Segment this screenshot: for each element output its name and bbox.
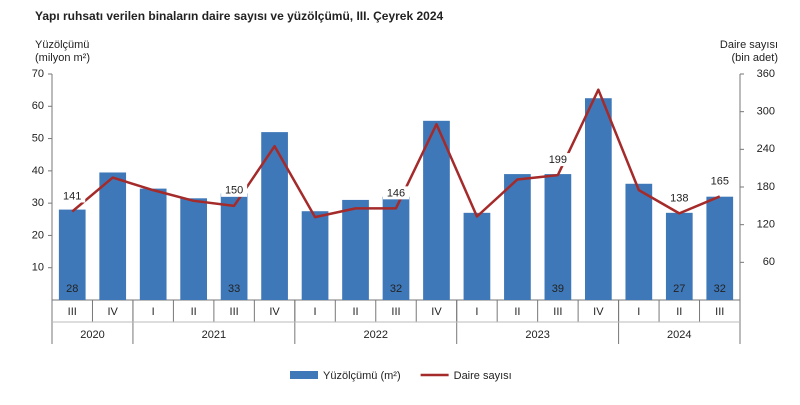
bar xyxy=(584,98,612,300)
y2-tick-label: 240 xyxy=(757,143,775,155)
x-group-label: 2021 xyxy=(202,329,226,341)
x-tick-label: I xyxy=(314,306,317,318)
x-tick-label: III xyxy=(715,306,724,318)
y2-tick-label: 300 xyxy=(757,106,775,118)
y2-tick-label: 120 xyxy=(757,219,775,231)
x-tick-label: II xyxy=(191,306,197,318)
bar xyxy=(342,199,369,300)
y-tick-label: 10 xyxy=(32,262,44,274)
legend-label: Yüzölçümü (m²) xyxy=(323,370,401,382)
x-tick-label: II xyxy=(676,306,682,318)
y2-tick-label: 360 xyxy=(757,68,775,80)
x-tick-label: IV xyxy=(269,306,280,318)
y-tick-label: 30 xyxy=(32,197,44,209)
label-bg xyxy=(544,153,571,167)
line-value-label: 138 xyxy=(670,192,688,204)
x-tick-label: III xyxy=(68,306,77,318)
label-bg xyxy=(383,186,409,200)
bar xyxy=(180,198,208,300)
y-tick-label: 40 xyxy=(32,165,44,177)
legend-label: Daire sayısı xyxy=(454,370,512,382)
x-tick-label: I xyxy=(152,306,155,318)
bar xyxy=(58,209,86,300)
bar xyxy=(220,193,248,300)
x-group-label: 2023 xyxy=(525,329,549,341)
x-tick-label: I xyxy=(475,306,478,318)
bar xyxy=(301,211,329,300)
y-tick-label: 60 xyxy=(32,100,44,112)
x-tick-label: II xyxy=(352,306,358,318)
x-tick-label: III xyxy=(230,306,239,318)
bar xyxy=(139,188,167,300)
x-group-label: 2022 xyxy=(364,329,388,341)
bar xyxy=(665,212,693,300)
y-axis-title: (milyon m²) xyxy=(35,52,90,64)
y2-tick-label: 60 xyxy=(763,256,775,268)
x-tick-label: I xyxy=(637,306,640,318)
legend-swatch xyxy=(290,371,318,379)
x-tick-label: III xyxy=(391,306,400,318)
y2-axis-title: (bin adet) xyxy=(732,52,778,64)
line-value-label: 165 xyxy=(711,175,729,187)
line xyxy=(71,88,721,219)
bar xyxy=(261,132,288,300)
bar-value-label: 28 xyxy=(66,283,78,295)
y-axis-title: Yüzölçümü xyxy=(35,39,89,51)
bar xyxy=(423,120,450,300)
label-bg xyxy=(221,183,248,197)
bar-value-label: 32 xyxy=(390,283,402,295)
bar-value-label: 32 xyxy=(714,283,726,295)
x-tick-label: III xyxy=(553,306,562,318)
chart-title: Yapı ruhsatı verilen binaların daire say… xyxy=(35,9,444,23)
label-bg xyxy=(666,191,693,205)
label-bg xyxy=(706,174,733,188)
y-tick-label: 70 xyxy=(32,68,44,80)
bar xyxy=(99,172,127,300)
x-tick-label: IV xyxy=(431,306,442,318)
x-tick-label: II xyxy=(514,306,520,318)
bar-value-label: 33 xyxy=(228,283,240,295)
y-tick-label: 50 xyxy=(32,132,44,144)
y-tick-label: 20 xyxy=(32,229,44,241)
bar xyxy=(706,196,734,300)
x-group-label: 2020 xyxy=(80,329,104,341)
x-tick-label: IV xyxy=(593,306,604,318)
bar xyxy=(625,183,653,300)
label-bg xyxy=(59,189,86,203)
bar xyxy=(504,174,531,300)
bar-value-label: 39 xyxy=(552,283,564,295)
bar-value-label: 27 xyxy=(673,283,685,295)
y2-axis-title: Daire sayısı xyxy=(720,39,778,51)
x-tick-label: IV xyxy=(108,306,119,318)
y2-tick-label: 180 xyxy=(757,181,775,193)
line-value-label: 146 xyxy=(387,187,405,199)
x-group-label: 2024 xyxy=(667,329,691,341)
line-value-label: 150 xyxy=(225,185,243,197)
line-value-label: 199 xyxy=(549,154,567,166)
bar xyxy=(463,212,491,300)
bar xyxy=(544,174,572,300)
bar xyxy=(382,196,410,300)
line-value-label: 141 xyxy=(63,190,81,202)
